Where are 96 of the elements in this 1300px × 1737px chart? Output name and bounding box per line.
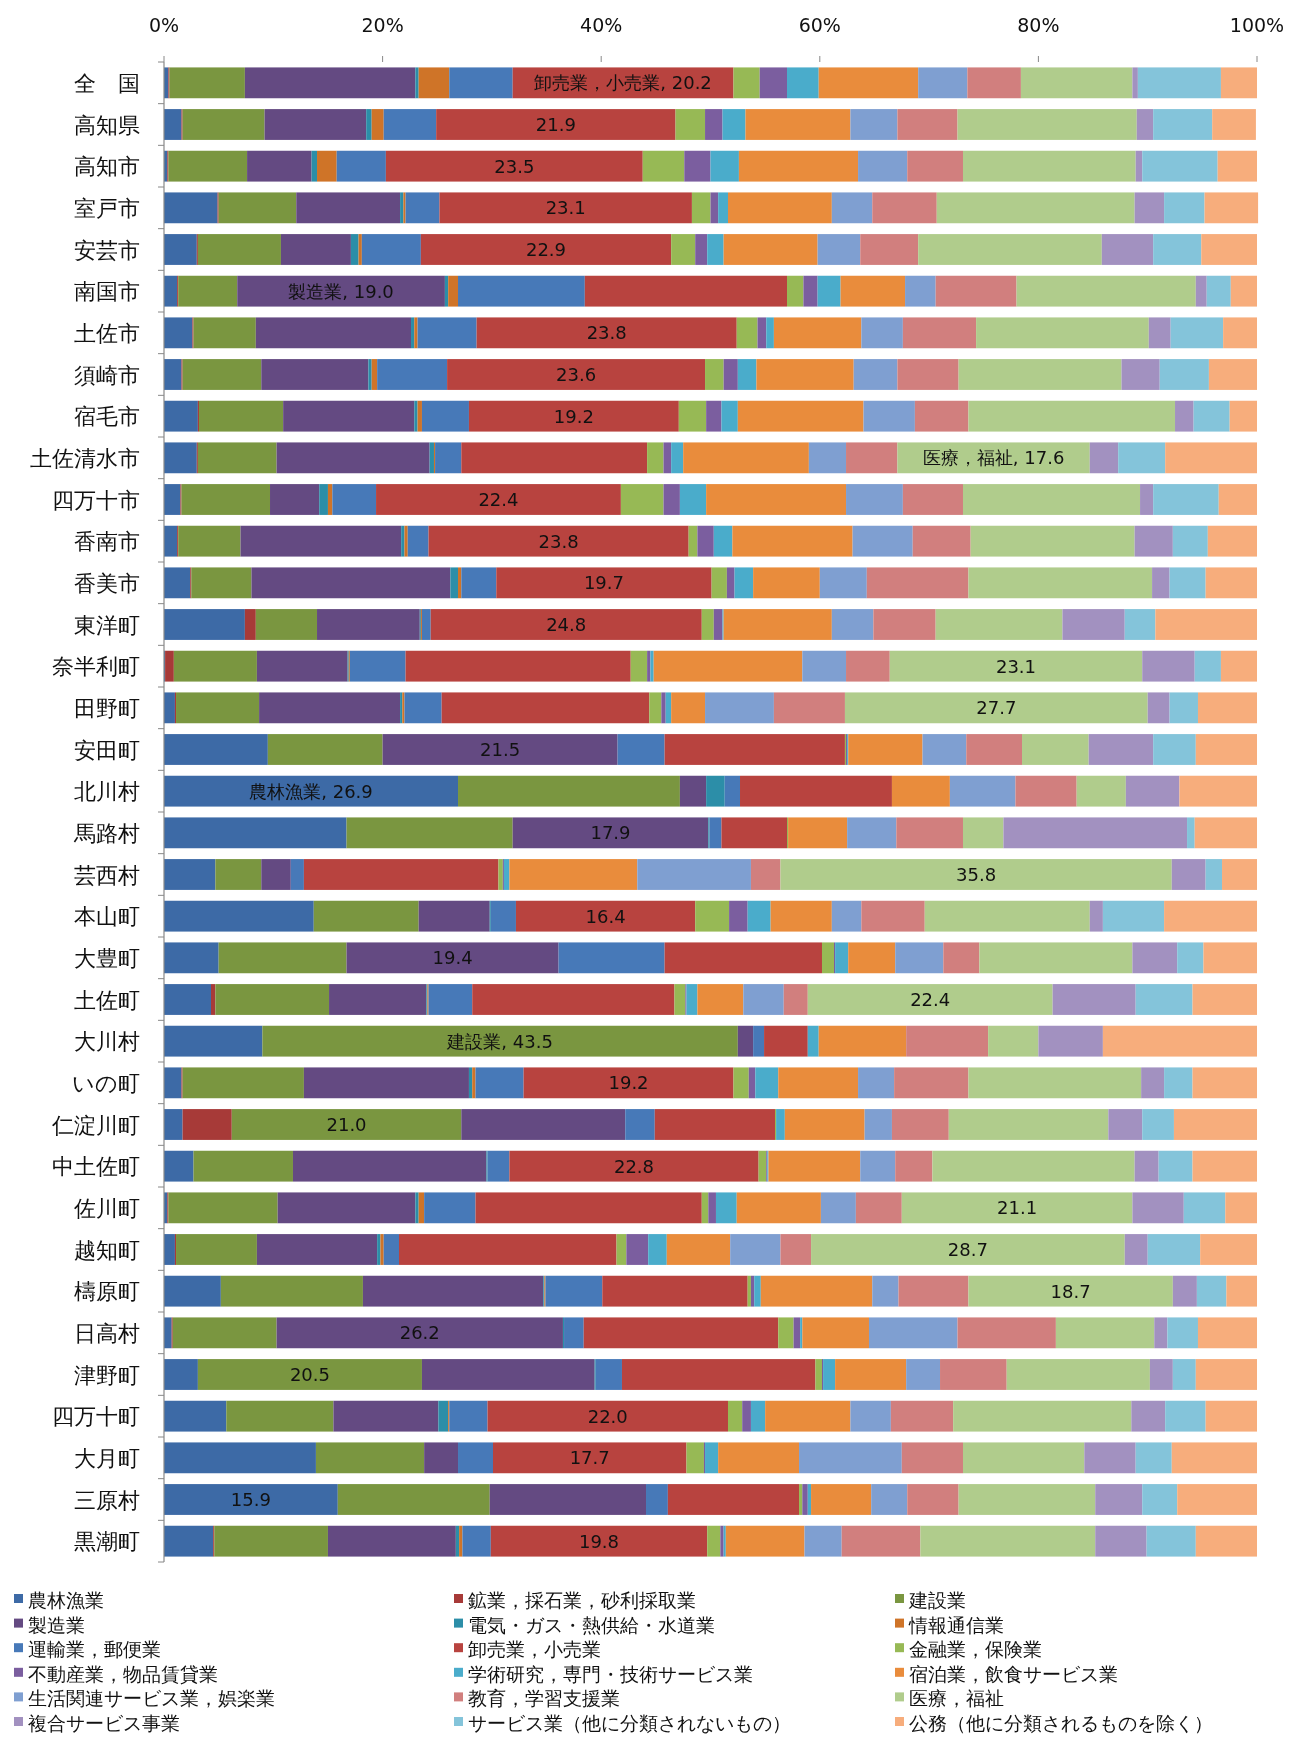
data-label: 22.8 [613, 1155, 655, 1177]
y-tick-label: 全 国 [74, 70, 140, 96]
x-tick-label: 80% [1017, 14, 1060, 36]
legend-label: 複合サービス事業 [28, 1712, 180, 1734]
legend-label: 鉱業，採石業，砂利採取業 [468, 1589, 696, 1611]
y-tick-label: 奈半利町 [52, 654, 140, 680]
legend-label: 農林漁業 [28, 1589, 104, 1611]
y-tick-label: 馬路村 [73, 820, 140, 846]
y-tick-label: 芸西村 [74, 862, 140, 888]
data-label: 22.4 [478, 489, 519, 510]
y-tick-label: 本山町 [74, 904, 140, 930]
y-tick-label: 香美市 [74, 570, 140, 596]
data-label: 16.4 [585, 905, 626, 927]
y-tick-label: 津野町 [74, 1362, 140, 1388]
y-tick-label: 四万十町 [52, 1404, 140, 1430]
data-label: 18.7 [1050, 1280, 1091, 1302]
legend-label: 卸売業，小売業 [468, 1638, 601, 1661]
y-tick-label: 須崎市 [74, 362, 140, 388]
data-label: 26.2 [399, 1322, 440, 1344]
legend-label: 製造業 [28, 1613, 85, 1636]
data-label: 医療，福祉, 17.6 [922, 447, 1065, 469]
y-tick-label: 土佐町 [74, 987, 140, 1013]
data-label: 22.0 [587, 1405, 628, 1427]
data-label: 23.5 [494, 155, 535, 177]
y-tick-label: 南国市 [74, 279, 140, 305]
data-label: 19.2 [553, 405, 594, 427]
y-tick-label: 大月町 [74, 1445, 140, 1471]
data-label: 19.8 [578, 1530, 620, 1552]
legend-label: 情報通信業 [908, 1613, 1004, 1636]
data-label: 23.8 [586, 322, 627, 344]
data-label: 27.7 [976, 697, 1017, 719]
y-tick-label: 日高村 [74, 1320, 140, 1346]
data-label: 23.1 [545, 197, 586, 219]
x-tick-label: 60% [798, 14, 841, 36]
legend-label: 建設業 [908, 1589, 966, 1611]
x-tick-label: 0% [148, 14, 180, 36]
y-tick-label: 東洋町 [74, 612, 140, 638]
data-label: 22.4 [910, 989, 951, 1010]
y-tick-label: 越知町 [74, 1237, 140, 1263]
legend-label: 不動産業，物品賃貸業 [28, 1662, 218, 1685]
data-label: 23.8 [538, 530, 579, 552]
y-tick-label: 田野町 [74, 695, 140, 721]
data-label: 17.7 [569, 1447, 610, 1469]
y-tick-label: 安芸市 [74, 237, 140, 263]
y-tick-label: 土佐清水市 [30, 445, 140, 471]
data-label: 製造業, 19.0 [288, 280, 394, 302]
legend-label: 公務（他に分類されるものを除く） [909, 1712, 1213, 1734]
legend-label: 電気・ガス・熱供給・水道業 [468, 1613, 715, 1636]
legend-label: 宿泊業，飲食サービス業 [909, 1662, 1118, 1685]
y-tick-label: 宿毛市 [74, 404, 140, 430]
data-label: 20.5 [289, 1364, 330, 1385]
data-label: 農林漁業, 26.9 [249, 780, 373, 802]
y-tick-label: 三原村 [74, 1487, 140, 1513]
y-tick-label: 安田町 [74, 737, 140, 763]
y-tick-label: 黒潮町 [74, 1529, 140, 1555]
data-label: 23.1 [995, 655, 1037, 677]
x-tick-label: 20% [361, 14, 404, 36]
y-tick-label: 高知市 [74, 154, 140, 180]
data-label: 17.9 [590, 822, 631, 844]
y-tick-label: 大豊町 [74, 945, 140, 971]
y-tick-label: 大川村 [74, 1029, 140, 1055]
data-label: 35.8 [956, 864, 997, 885]
y-tick-label: 香南市 [74, 529, 140, 555]
data-label: 21.1 [997, 1197, 1038, 1219]
data-label: 卸売業，小売業, 20.2 [534, 72, 712, 94]
data-label: 19.4 [432, 947, 473, 969]
data-label: 22.9 [525, 239, 567, 260]
y-tick-label: 室戸市 [74, 195, 140, 221]
data-label: 21.0 [326, 1114, 367, 1135]
x-tick-label: 40% [580, 14, 623, 36]
y-tick-label: いの町 [72, 1070, 140, 1096]
x-tick-label: 100% [1229, 14, 1285, 36]
data-label: 19.7 [583, 572, 624, 594]
y-tick-label: 仁淀川町 [51, 1112, 140, 1138]
data-label: 28.7 [947, 1239, 988, 1260]
data-label: 21.5 [480, 739, 521, 760]
legend-label: 運輸業，郵便業 [28, 1638, 161, 1661]
data-label: 24.8 [546, 614, 587, 635]
y-tick-label: 四万十市 [52, 487, 140, 513]
legend-label: 教育，学習支援業 [468, 1687, 620, 1710]
data-label: 21.9 [535, 114, 576, 135]
legend-label: 学術研究，専門・技術サービス業 [468, 1662, 753, 1685]
legend-label: 医療，福祉 [909, 1687, 1004, 1710]
y-tick-label: 北川村 [74, 779, 140, 805]
data-label: 建設業, 43.5 [446, 1030, 553, 1052]
legend-label: 金融業，保険業 [909, 1638, 1042, 1661]
y-tick-label: 土佐市 [74, 320, 140, 346]
legend-label: 生活関連サービス業，娯楽業 [28, 1687, 275, 1710]
y-tick-label: 佐川町 [74, 1195, 140, 1221]
legend-label: サービス業（他に分類されないもの） [468, 1712, 791, 1734]
y-tick-label: 檮原町 [74, 1279, 140, 1305]
data-label: 19.2 [608, 1072, 649, 1094]
data-label: 15.9 [230, 1489, 271, 1510]
data-label: 23.6 [556, 364, 597, 385]
y-tick-label: 高知県 [74, 112, 140, 138]
y-tick-label: 中土佐町 [52, 1154, 140, 1180]
